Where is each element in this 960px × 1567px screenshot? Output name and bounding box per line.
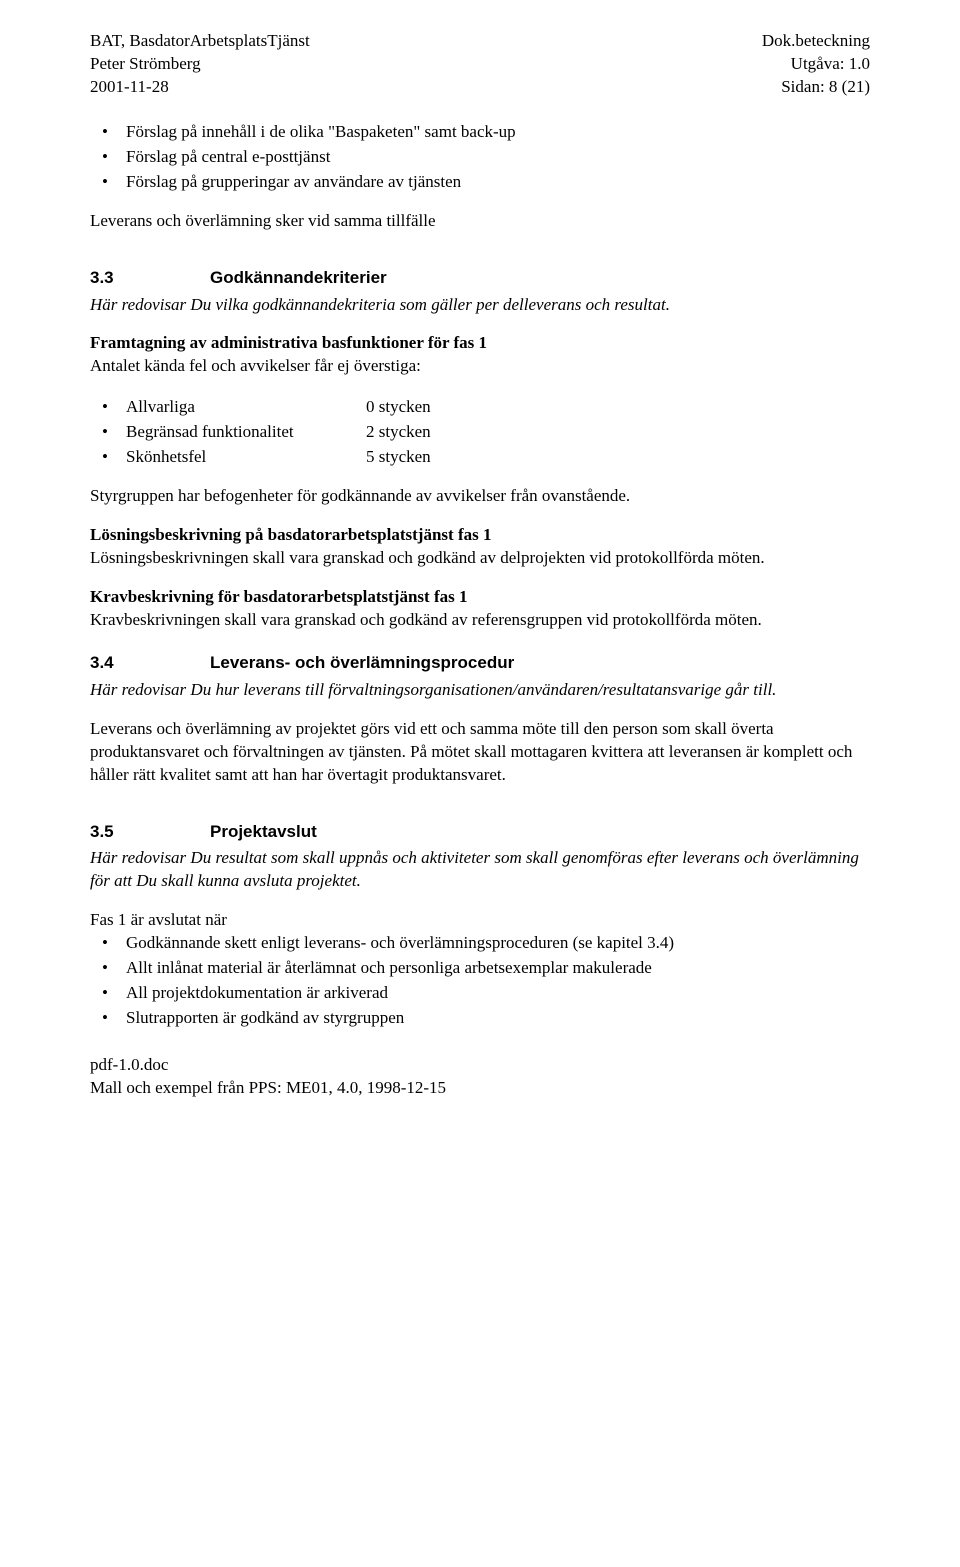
header-row-3: 2001-11-28 Sidan: 8 (21)	[90, 76, 870, 99]
criteria-value: 5 stycken	[366, 446, 431, 469]
bullet-text: Förslag på innehåll i de olika "Baspaket…	[126, 122, 516, 141]
bullet-text: Slutrapporten är godkänd av styrgruppen	[126, 1008, 404, 1027]
list-item: All projektdokumentation är arkiverad	[90, 982, 870, 1005]
top-bullet-list: Förslag på innehåll i de olika "Baspaket…	[90, 121, 870, 194]
list-item: Allt inlånat material är återlämnat och …	[90, 957, 870, 980]
section-3-4-heading: 3.4 Leverans- och överlämningsprocedur	[90, 652, 870, 675]
bullet-text: Godkännande skett enligt leverans- och ö…	[126, 933, 674, 952]
header-right-2: Utgåva: 1.0	[791, 53, 870, 76]
criteria-label: Begränsad funktionalitet	[126, 421, 366, 444]
section-3-5-intro: Här redovisar Du resultat som skall uppn…	[90, 847, 870, 893]
bullet-text: Förslag på grupperingar av användare av …	[126, 172, 461, 191]
header-right-1: Dok.beteckning	[762, 30, 870, 53]
criteria-label: Skönhetsfel	[126, 446, 366, 469]
framtagning-head: Framtagning av administrativa basfunktio…	[90, 332, 870, 355]
list-item: Skönhetsfel 5 stycken	[90, 446, 870, 469]
losning-head: Lösningsbeskrivning på basdatorarbetspla…	[90, 524, 870, 547]
header-row-2: Peter Strömberg Utgåva: 1.0	[90, 53, 870, 76]
section-number: 3.4	[90, 652, 210, 675]
page-footer: pdf-1.0.doc Mall och exempel från PPS: M…	[90, 1054, 870, 1100]
styrgrupp-line: Styrgruppen har befogenheter för godkänn…	[90, 485, 870, 508]
bullet-text: Förslag på central e-posttjänst	[126, 147, 330, 166]
footer-line-1: pdf-1.0.doc	[90, 1054, 870, 1077]
criteria-label: Allvarliga	[126, 396, 366, 419]
bullet-text: All projektdokumentation är arkiverad	[126, 983, 388, 1002]
footer-line-2: Mall och exempel från PPS: ME01, 4.0, 19…	[90, 1077, 870, 1100]
section-title: Projektavslut	[210, 821, 317, 844]
losning-body: Lösningsbeskrivningen skall vara granska…	[90, 547, 870, 570]
krav-head: Kravbeskrivning för basdatorarbetsplatst…	[90, 586, 870, 609]
krav-body: Kravbeskrivningen skall vara granskad oc…	[90, 609, 870, 632]
list-item: Begränsad funktionalitet 2 stycken	[90, 421, 870, 444]
criteria-list: Allvarliga 0 stycken Begränsad funktiona…	[90, 396, 870, 469]
section-3-4-body: Leverans och överlämning av projektet gö…	[90, 718, 870, 787]
criteria-value: 0 stycken	[366, 396, 431, 419]
section-3-5-heading: 3.5 Projektavslut	[90, 821, 870, 844]
list-item: Allvarliga 0 stycken	[90, 396, 870, 419]
header-left-2: Peter Strömberg	[90, 53, 201, 76]
list-item: Förslag på central e-posttjänst	[90, 146, 870, 169]
header-right-3: Sidan: 8 (21)	[781, 76, 870, 99]
header-row-1: BAT, BasdatorArbetsplatsTjänst Dok.betec…	[90, 30, 870, 53]
leverans-line: Leverans och överlämning sker vid samma …	[90, 210, 870, 233]
section-title: Leverans- och överlämningsprocedur	[210, 652, 514, 675]
section-number: 3.5	[90, 821, 210, 844]
page-header: BAT, BasdatorArbetsplatsTjänst Dok.betec…	[90, 30, 870, 99]
list-item: Förslag på grupperingar av användare av …	[90, 171, 870, 194]
section-number: 3.3	[90, 267, 210, 290]
criteria-value: 2 stycken	[366, 421, 431, 444]
framtagning-line: Antalet kända fel och avvikelser får ej …	[90, 355, 870, 378]
header-left-1: BAT, BasdatorArbetsplatsTjänst	[90, 30, 310, 53]
section-3-4-intro: Här redovisar Du hur leverans till förva…	[90, 679, 870, 702]
fas-bullet-list: Godkännande skett enligt leverans- och ö…	[90, 932, 870, 1030]
bullet-text: Allt inlånat material är återlämnat och …	[126, 958, 652, 977]
section-3-3-heading: 3.3 Godkännandekriterier	[90, 267, 870, 290]
section-title: Godkännandekriterier	[210, 267, 387, 290]
list-item: Slutrapporten är godkänd av styrgruppen	[90, 1007, 870, 1030]
list-item: Förslag på innehåll i de olika "Baspaket…	[90, 121, 870, 144]
header-left-3: 2001-11-28	[90, 76, 169, 99]
fas-line: Fas 1 är avslutat när	[90, 909, 870, 932]
list-item: Godkännande skett enligt leverans- och ö…	[90, 932, 870, 955]
section-3-3-intro: Här redovisar Du vilka godkännandekriter…	[90, 294, 870, 317]
